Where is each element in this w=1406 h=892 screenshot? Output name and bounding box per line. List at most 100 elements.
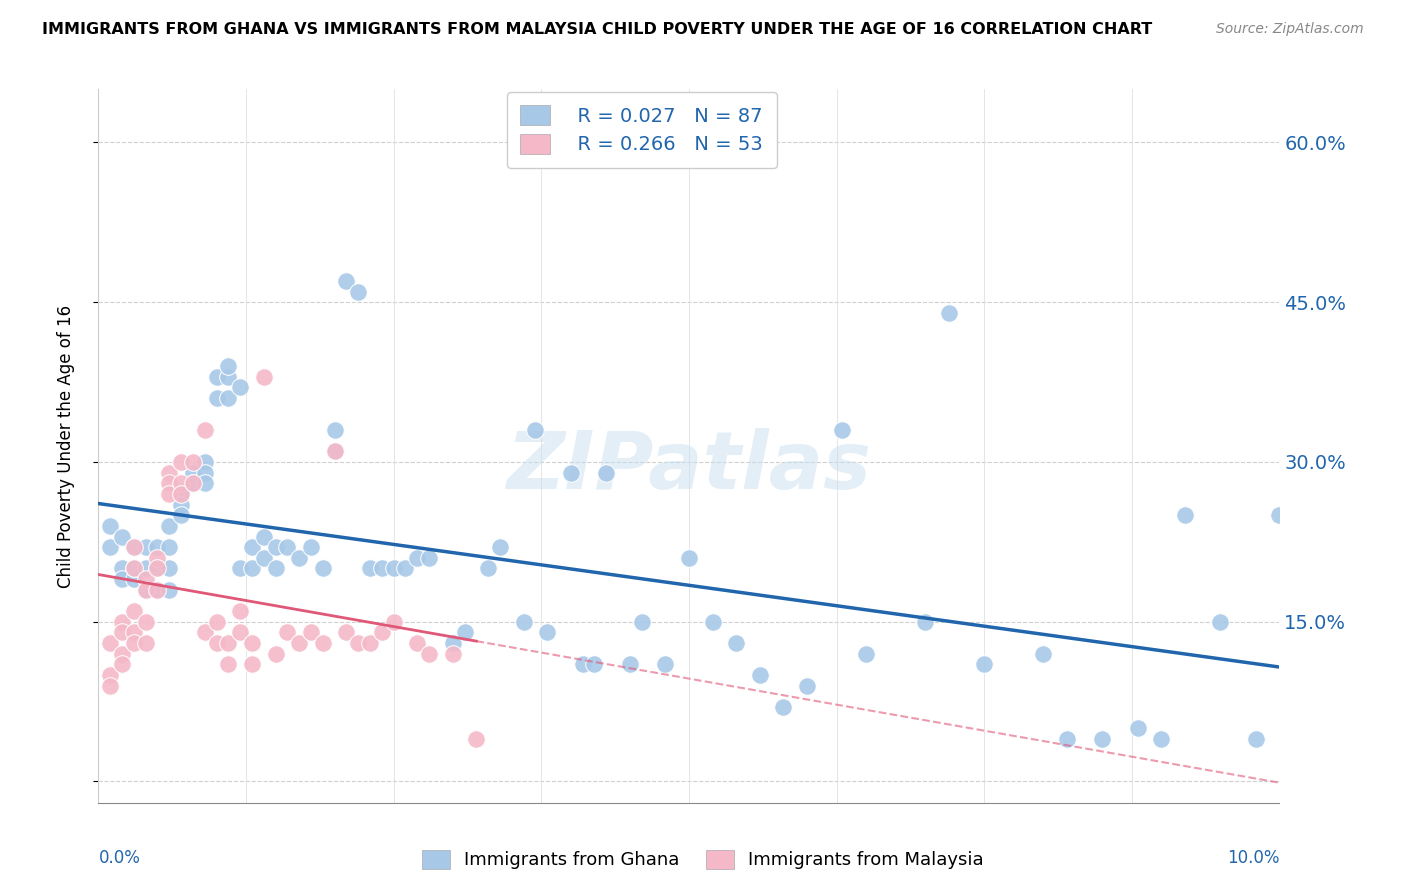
Point [323,423,346,437]
Point [98,679,121,693]
Point [205,615,228,629]
Point [335,274,357,288]
Point [240,561,263,575]
Point [583,657,606,672]
Point [146,582,169,597]
Point [489,540,512,554]
Point [122,636,145,650]
Legend:   R = 0.027   N = 87,   R = 0.266   N = 53: R = 0.027 N = 87, R = 0.266 N = 53 [506,92,776,168]
Point [619,657,641,672]
Point [217,369,239,384]
Point [205,391,228,405]
Point [217,359,239,373]
Point [157,466,180,480]
Point [111,657,134,672]
Point [1268,508,1291,523]
Point [135,540,157,554]
Point [394,561,416,575]
Point [240,657,263,672]
Point [135,561,157,575]
Point [1244,731,1267,746]
Point [194,423,217,437]
Point [312,561,335,575]
Point [465,731,488,746]
Point [111,647,134,661]
Point [477,561,499,575]
Point [1091,731,1114,746]
Point [157,487,180,501]
Point [170,508,193,523]
Point [654,657,676,672]
Point [914,615,936,629]
Point [702,615,724,629]
Point [264,540,287,554]
Point [170,498,193,512]
Point [418,550,440,565]
Point [157,519,180,533]
Point [725,636,748,650]
Point [157,476,180,491]
Point [347,285,370,299]
Point [157,540,180,554]
Point [1209,615,1232,629]
Text: ZIPatlas: ZIPatlas [506,428,872,507]
Point [630,615,652,629]
Point [240,540,263,554]
Point [217,391,239,405]
Point [276,625,298,640]
Point [371,561,394,575]
Point [312,636,335,650]
Point [264,561,287,575]
Point [382,615,405,629]
Point [122,604,145,618]
Point [1126,721,1149,735]
Point [347,636,370,650]
Point [240,636,263,650]
Text: Source: ZipAtlas.com: Source: ZipAtlas.com [1216,22,1364,37]
Point [253,550,276,565]
Point [288,636,311,650]
Point [98,540,121,554]
Point [938,306,960,320]
Point [122,561,145,575]
Point [122,540,145,554]
Point [157,582,180,597]
Point [359,561,381,575]
Point [796,679,818,693]
Point [253,369,276,384]
Point [135,636,157,650]
Point [170,487,193,501]
Point [135,582,157,597]
Point [135,572,157,586]
Point [571,657,593,672]
Point [205,636,228,650]
Point [973,657,995,672]
Point [146,540,169,554]
Point [98,519,121,533]
Point [1056,731,1078,746]
Point [146,550,169,565]
Point [678,550,700,565]
Point [181,476,204,491]
Text: 0.0%: 0.0% [98,849,141,867]
Point [406,550,429,565]
Point [264,647,287,661]
Point [122,540,145,554]
Point [335,625,357,640]
Point [855,647,877,661]
Point [595,466,617,480]
Point [288,550,311,565]
Point [772,700,794,714]
Point [299,540,322,554]
Point [135,582,157,597]
Point [560,466,582,480]
Point [122,561,145,575]
Point [229,604,252,618]
Point [122,572,145,586]
Point [359,636,381,650]
Point [205,369,228,384]
Point [111,615,134,629]
Point [170,487,193,501]
Point [1150,731,1173,746]
Point [229,380,252,394]
